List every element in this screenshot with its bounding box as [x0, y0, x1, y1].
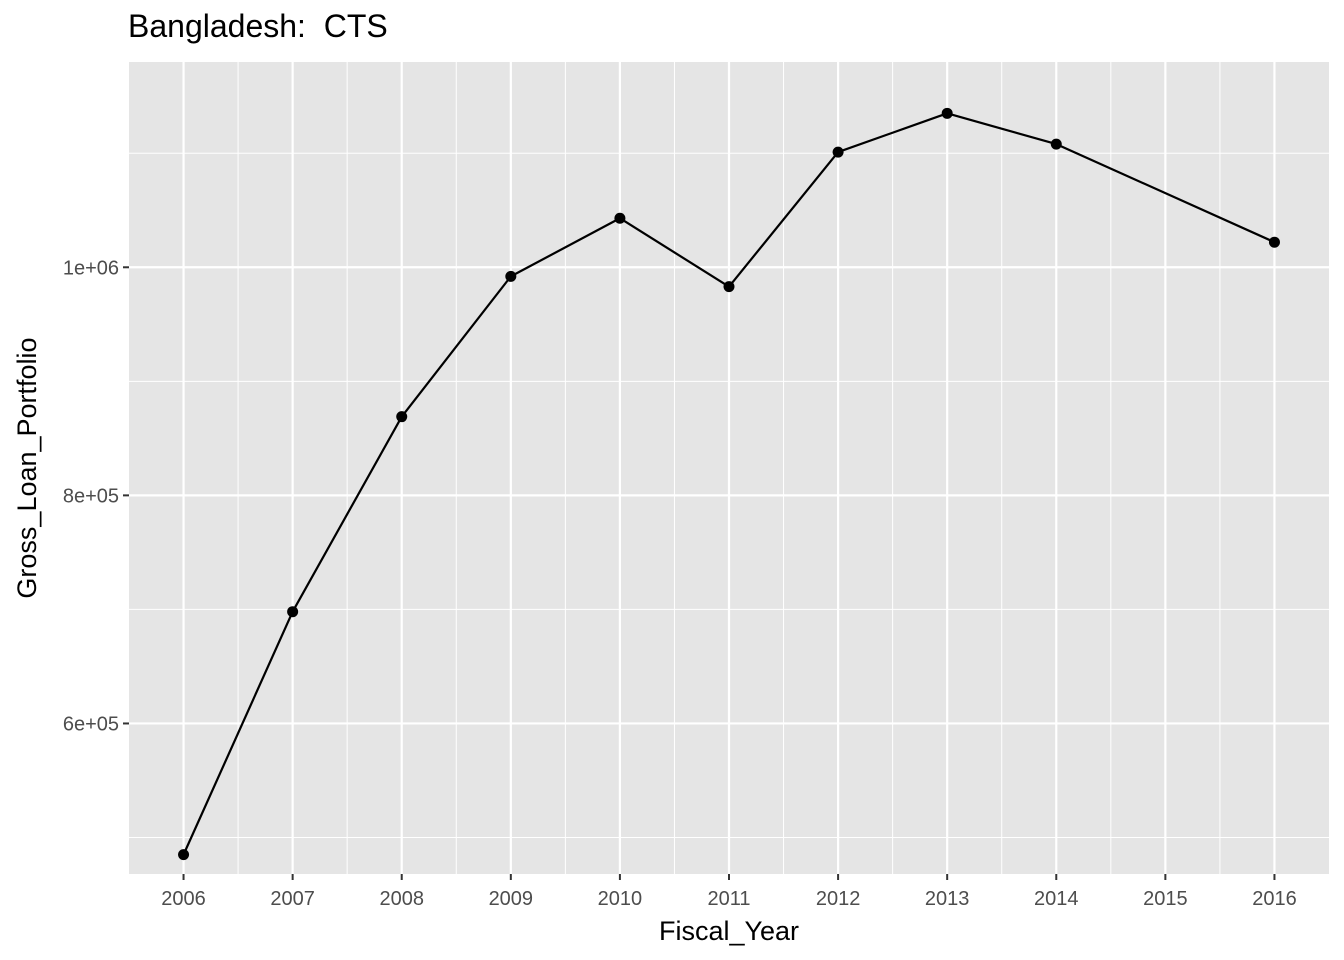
y-tick-label: 6e+05 — [63, 713, 119, 735]
x-tick-label: 2007 — [270, 888, 315, 910]
x-tick-label: 2015 — [1143, 888, 1188, 910]
x-axis: 2006 2007 2008 2009 2010 2011 2012 2013 2014 2015… — [161, 874, 1297, 910]
data-point — [396, 411, 408, 423]
y-tick-label: 1e+06 — [63, 257, 119, 279]
y-axis: 6e+05 8e+05 1e+06 — [63, 257, 129, 735]
data-point — [832, 146, 844, 158]
data-point — [723, 281, 735, 293]
y-axis-label: Gross_Loan_Portfolio — [12, 337, 42, 598]
x-tick-label: 2016 — [1252, 888, 1297, 910]
data-point — [178, 849, 190, 861]
data-point — [1268, 236, 1280, 248]
x-tick-label: 2014 — [1034, 888, 1079, 910]
data-point — [287, 606, 299, 618]
series-line — [182, 112, 1275, 856]
data-point — [505, 270, 517, 282]
y-tick-label: 8e+05 — [63, 485, 119, 507]
x-tick-label: 2006 — [161, 888, 206, 910]
x-tick-label: 2013 — [925, 888, 970, 910]
x-tick-label: 2009 — [489, 888, 534, 910]
series-layer — [178, 107, 1280, 861]
x-axis-label: Fiscal_Year — [659, 916, 799, 946]
x-tick-label: 2008 — [379, 888, 424, 910]
x-tick-label: 2012 — [816, 888, 861, 910]
chart-title: Bangladesh: CTS — [128, 8, 388, 44]
major-grid — [129, 62, 1329, 874]
x-tick-label: 2011 — [707, 888, 750, 910]
x-tick-label: 2010 — [598, 888, 643, 910]
data-point — [614, 212, 626, 224]
data-point — [1050, 138, 1062, 150]
data-point — [941, 107, 953, 119]
